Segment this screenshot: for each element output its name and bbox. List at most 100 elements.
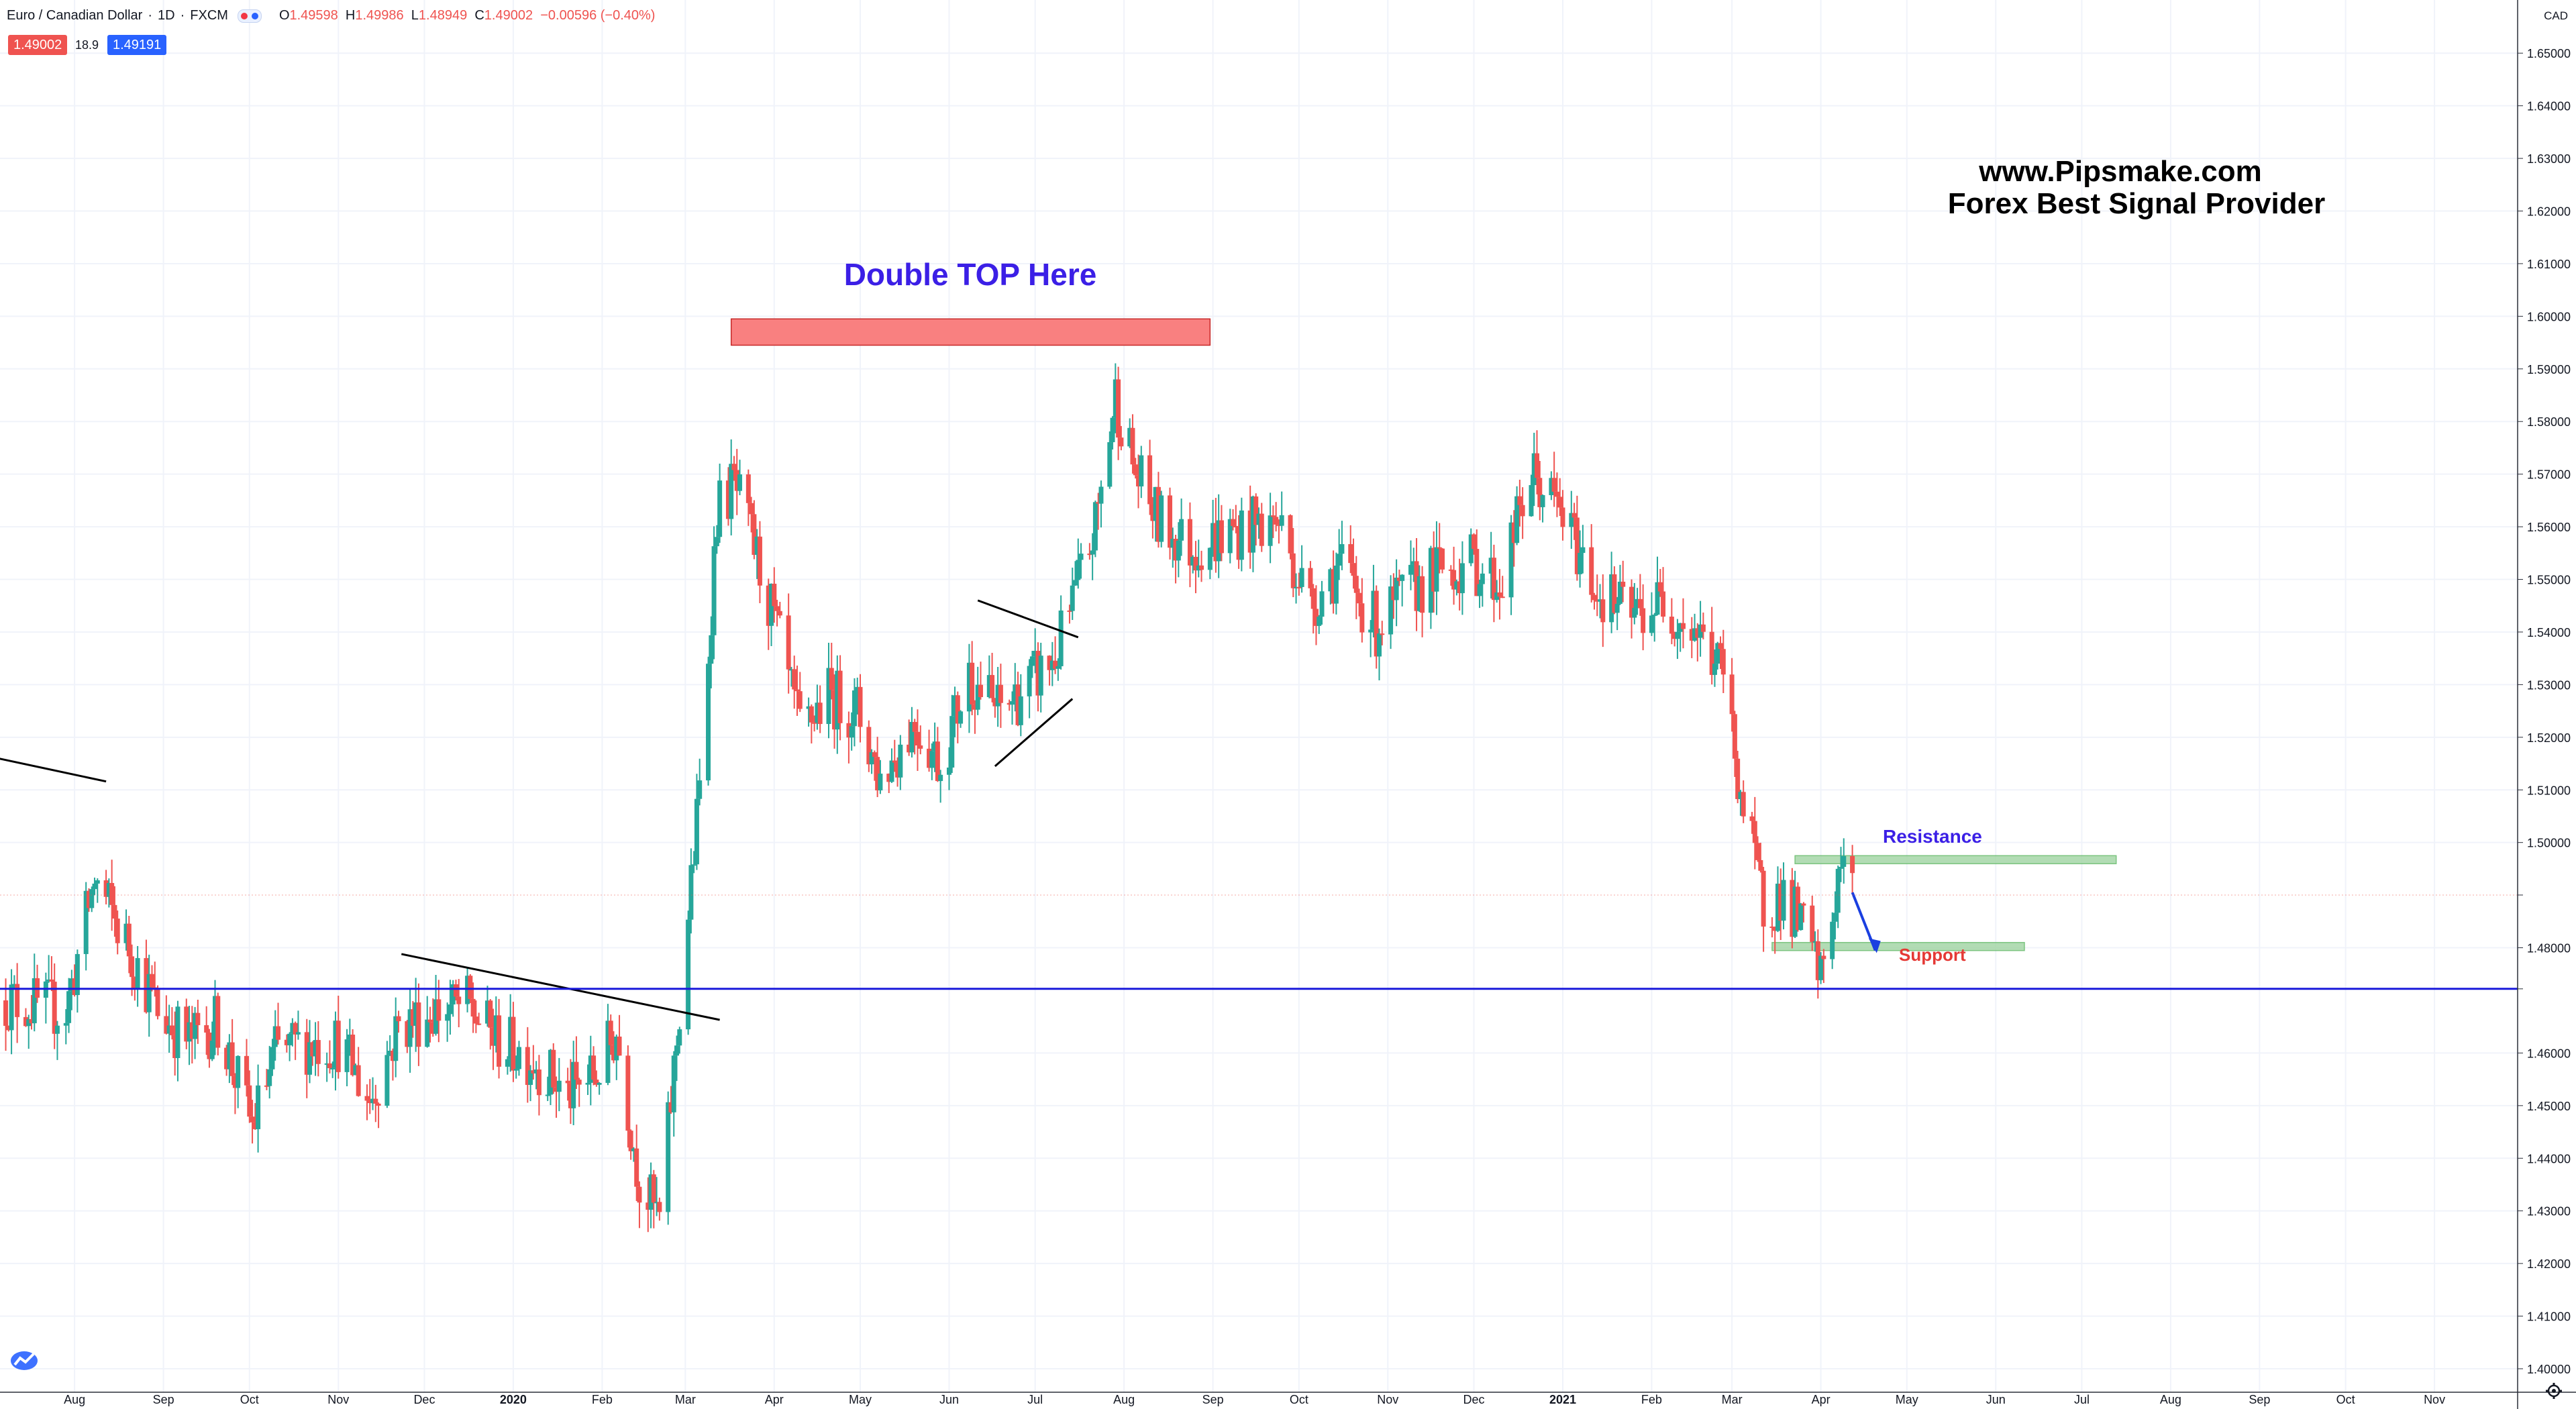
candle-body	[869, 752, 874, 765]
candle-body	[83, 890, 89, 954]
candle-body	[594, 1080, 599, 1085]
price-tick-label: 1.59000	[2527, 363, 2571, 376]
candle-body	[132, 977, 138, 990]
candle-body	[1337, 554, 1342, 566]
buy-button[interactable]: 1.49191	[107, 35, 167, 55]
candle-body	[166, 1025, 172, 1034]
candle-body	[229, 1042, 235, 1076]
candle-body	[1107, 442, 1113, 487]
candle-body	[1850, 855, 1855, 874]
candle-body	[1718, 643, 1723, 649]
candle-body	[1308, 568, 1313, 588]
candle-body	[1176, 540, 1181, 561]
candle-body	[886, 774, 892, 782]
candle-body	[376, 1103, 381, 1106]
candle-body	[1018, 696, 1023, 725]
candle-body	[1279, 515, 1284, 526]
candle-body	[272, 1026, 278, 1047]
gear-icon[interactable]	[2545, 1382, 2563, 1400]
candle-body	[23, 1016, 28, 1027]
candle-body	[247, 1085, 252, 1117]
candle-body	[1795, 886, 1800, 931]
candle-body	[946, 768, 951, 775]
candle-body	[115, 919, 120, 943]
candle-body	[1274, 517, 1279, 525]
currency-label: CAD	[2544, 9, 2568, 22]
candle-body	[1655, 582, 1660, 615]
high-value: 1.49986	[355, 8, 404, 23]
candle-body	[26, 1019, 32, 1027]
candle-body	[1540, 494, 1545, 507]
candle-body	[330, 1067, 336, 1069]
candle-body	[1190, 556, 1196, 566]
candle-body	[1416, 576, 1422, 611]
candle-body	[1147, 455, 1153, 505]
candle-body	[1087, 554, 1092, 556]
symbol-title[interactable]: Euro / Canadian Dollar	[7, 8, 143, 23]
candle-body	[1013, 684, 1018, 702]
candle-body	[866, 727, 872, 765]
candle-body	[646, 1202, 651, 1210]
candle-body	[1216, 520, 1221, 562]
candle-body	[797, 691, 803, 709]
candle-body	[95, 880, 100, 884]
candle-body	[488, 1000, 493, 1028]
candle-body	[1641, 608, 1646, 633]
price-tick-label: 1.56000	[2527, 521, 2571, 534]
tradingview-logo-icon[interactable]	[9, 1349, 39, 1371]
candle-body	[1256, 513, 1261, 525]
open-value: 1.49598	[289, 8, 338, 23]
candle-body	[1219, 520, 1224, 554]
candle-body	[1067, 610, 1072, 612]
candle-body	[1680, 623, 1686, 629]
candle-body	[410, 1009, 415, 1026]
candle-body	[972, 704, 978, 710]
candle-body	[1078, 554, 1084, 560]
candle-body	[754, 536, 760, 555]
candle-body	[1049, 660, 1055, 670]
candle-body	[1328, 569, 1333, 592]
candle-body	[1592, 594, 1597, 601]
candle-body	[1434, 547, 1439, 592]
candle-body	[1035, 650, 1041, 696]
candle-body	[1053, 660, 1058, 669]
candle-body	[1758, 859, 1763, 871]
candle-body	[1333, 565, 1339, 604]
candle-body	[631, 1148, 636, 1151]
candle-body	[1500, 596, 1505, 598]
candle-body	[69, 978, 74, 992]
candle-body	[1153, 486, 1158, 521]
candle-body	[433, 999, 439, 1034]
candle-body	[525, 1047, 530, 1085]
candle-body	[1572, 513, 1577, 518]
candle-body	[1351, 563, 1356, 576]
candle-body	[1376, 633, 1382, 657]
compare-flag-icon[interactable]	[237, 9, 262, 23]
candle-body	[1614, 603, 1620, 613]
sell-button[interactable]: 1.49002	[8, 35, 68, 55]
time-tick-label: May	[1896, 1393, 1918, 1406]
candle-body	[958, 711, 964, 724]
website-label: www.Pipsmake.com	[1978, 155, 2261, 188]
candle-body	[207, 1032, 212, 1059]
price-axis-panel	[2518, 0, 2576, 1409]
candle-body	[250, 1116, 255, 1123]
candle-body	[832, 690, 837, 730]
candle-body	[29, 1019, 34, 1024]
candle-body	[164, 1016, 169, 1034]
candle-body	[688, 865, 694, 920]
time-tick-label: Oct	[1290, 1393, 1308, 1406]
candle-body	[66, 991, 72, 1023]
candle-body	[370, 1098, 376, 1104]
candle-body	[1431, 547, 1437, 592]
candle-body	[336, 1021, 341, 1072]
interval-label[interactable]: 1D	[158, 8, 175, 23]
time-tick-label: Oct	[2336, 1393, 2355, 1406]
candle-body	[290, 1023, 295, 1034]
candle-body	[711, 546, 717, 635]
time-tick-label: Sep	[2249, 1393, 2270, 1406]
price-tick-label: 1.60000	[2527, 310, 2571, 323]
time-tick-label: Apr	[1812, 1393, 1831, 1406]
candle-body	[1491, 558, 1496, 601]
